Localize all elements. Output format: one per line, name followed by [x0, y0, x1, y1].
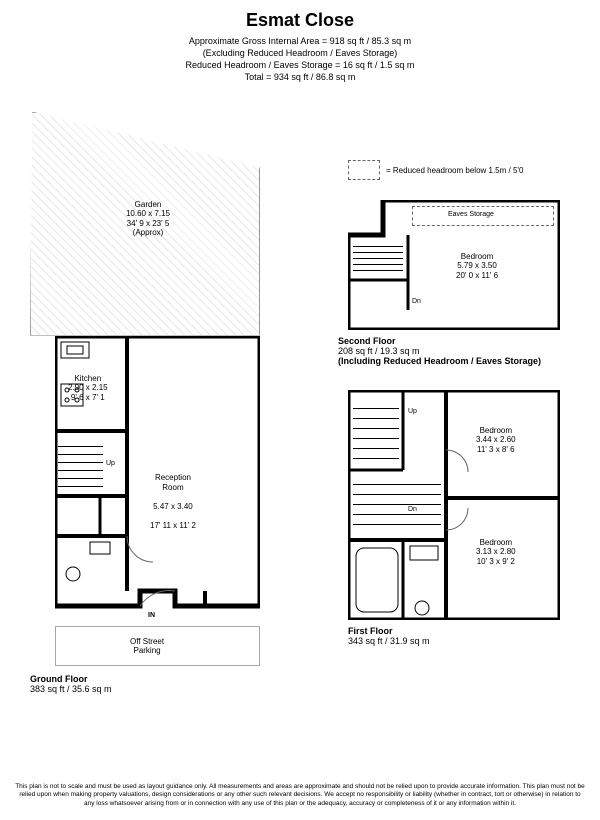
bed2-label: Bedroom 3.13 x 2.80 10' 3 x 9' 2: [476, 538, 516, 567]
area-summary: Approximate Gross Internal Area = 918 sq…: [20, 35, 580, 84]
legend-text: = Reduced headroom below 1.5m / 5'0: [386, 166, 523, 175]
reception-label: Reception Room 5.47 x 3.40 17' 11 x 11' …: [150, 464, 196, 541]
ground-floor-label: Ground Floor 383 sq ft / 35.6 sq m: [30, 674, 112, 694]
garden-label: Garden 10.60 x 7.15 34' 9 x 23' 5 (Appro…: [108, 200, 188, 238]
kitchen-label: Kitchen 2.90 x 2.15 9' 6 x 7' 1: [68, 374, 108, 403]
disclaimer: This plan is not to scale and must be us…: [0, 783, 600, 808]
header: Esmat Close Approximate Gross Internal A…: [0, 0, 600, 90]
legend-swatch: [348, 160, 380, 180]
dn-label-second: Dn: [412, 298, 421, 305]
first-stairs-2: [353, 474, 441, 534]
plan-area: = Reduced headroom below 1.5m / 5'0 Gard…: [0, 90, 600, 710]
eaves-label: Eaves Storage: [448, 211, 494, 218]
ground-floor: Garden 10.60 x 7.15 34' 9 x 23' 5 (Appro…: [30, 112, 290, 692]
up-label-first: Up: [408, 408, 417, 415]
second-bed-label: Bedroom 5.79 x 3.50 20' 0 x 11' 6: [456, 252, 498, 281]
first-stairs: [353, 398, 399, 466]
bed1-label: Bedroom 3.44 x 2.60 11' 3 x 8' 6: [476, 426, 516, 455]
in-label: IN: [148, 612, 155, 619]
property-title: Esmat Close: [20, 10, 580, 31]
second-floor-label: Second Floor 208 sq ft / 19.3 sq m (Incl…: [338, 336, 541, 366]
second-floor: Eaves Storage Bedroom 5.79 x 3.50 20' 0 …: [348, 200, 560, 330]
ground-stairs: [58, 438, 103, 493]
second-stairs: [353, 240, 403, 278]
first-floor-label: First Floor 343 sq ft / 31.9 sq m: [348, 626, 430, 646]
first-floor: Bedroom 3.44 x 2.60 11' 3 x 8' 6 Bedroom…: [348, 390, 560, 620]
dn-label-first: Dn: [408, 506, 417, 513]
up-label-ground: Up: [106, 460, 115, 467]
parking-area: [55, 626, 260, 666]
